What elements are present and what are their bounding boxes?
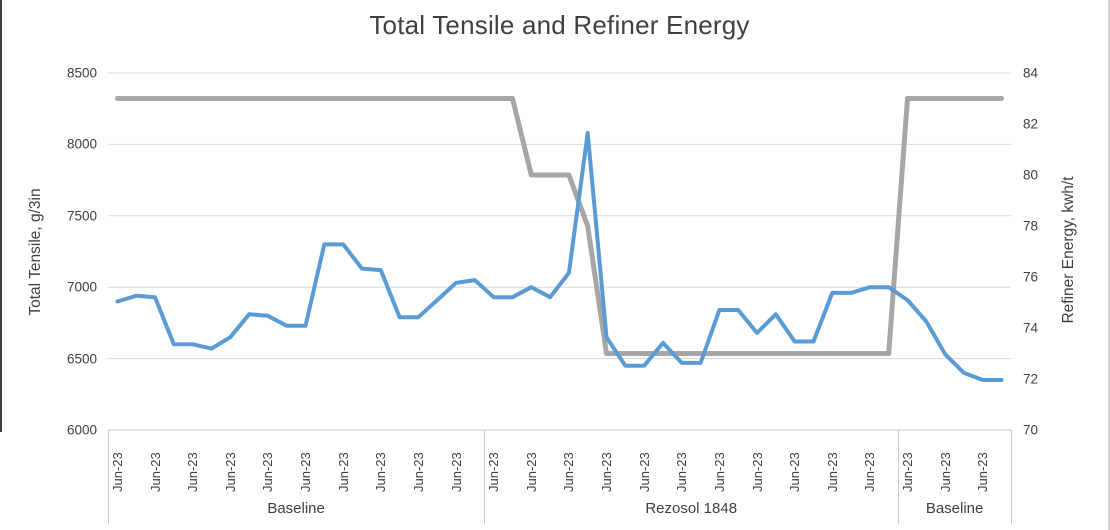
right-axis-tick-label: 80: [1023, 167, 1039, 183]
category-group-divider: [107, 430, 109, 524]
category-group-label: Rezosol 1848: [645, 500, 738, 517]
left-axis-tick-label: 7500: [66, 208, 97, 224]
x-axis-tick-label: Jun-23: [222, 452, 238, 492]
x-axis-tick-label: Jun-23: [335, 452, 351, 492]
x-axis-tick-label: Jun-23: [109, 452, 125, 492]
category-group-divider: [897, 430, 899, 524]
series-line-total-tensile: [115, 131, 1004, 382]
x-axis-tick-label: Jun-23: [373, 452, 389, 492]
x-axis-tick-label: Jun-23: [900, 452, 915, 492]
left-axis-tick-label: 8500: [66, 65, 97, 81]
left-axis-tick-label: 7000: [66, 279, 97, 295]
category-group-label: Baseline: [925, 500, 984, 517]
right-axis-tick-label: 72: [1023, 371, 1039, 387]
window-right-edge: [1108, 0, 1110, 530]
chart-title: Total Tensile and Refiner Energy: [369, 10, 750, 40]
x-axis-tick-label: Jun-23: [711, 452, 727, 492]
x-axis-tick-label: Jun-23: [749, 452, 765, 492]
x-axis-tick-label: Jun-23: [561, 452, 577, 492]
x-axis-tick-label: Jun-23: [448, 452, 464, 492]
category-group-divider: [483, 430, 485, 524]
category-group-divider: [1010, 430, 1012, 524]
category-group-label: Baseline: [267, 500, 325, 517]
x-axis-tick-label: Jun-23: [937, 452, 953, 492]
left-axis-tick-label: 6500: [66, 351, 97, 367]
x-axis-tick-label: Jun-23: [410, 452, 426, 492]
left-axis-title: Total Tensile, g/3in: [27, 188, 44, 316]
x-axis-tick-label: Jun-23: [260, 452, 276, 492]
x-axis-tick-label: Jun-23: [636, 452, 652, 492]
x-axis-tick-label: Jun-23: [787, 452, 803, 492]
right-axis-tick-label: 82: [1023, 116, 1039, 132]
left-axis-tick-label: 8000: [66, 136, 97, 152]
x-axis-tick-label: Jun-23: [185, 452, 201, 492]
right-axis-tick-label: 78: [1023, 218, 1039, 234]
right-axis-tick-label: 76: [1023, 269, 1039, 285]
x-axis-tick-label: Jun-23: [147, 452, 163, 492]
right-axis-tick-label: 70: [1023, 422, 1039, 438]
x-axis-tick-label: Jun-23: [674, 452, 690, 492]
window-left-edge: [0, 0, 2, 432]
x-axis-tick-label: Jun-23: [599, 452, 614, 492]
series-line-refiner-energy: [114, 96, 1005, 356]
right-axis-tick-label: 84: [1023, 65, 1039, 81]
x-axis-tick-label: Jun-23: [862, 452, 878, 492]
x-axis-tick-label: Jun-23: [824, 452, 840, 492]
x-axis-tick-label: Jun-23: [523, 452, 539, 492]
x-axis-tick-label: Jun-23: [486, 452, 502, 492]
x-axis-tick-label: Jun-23: [975, 452, 991, 492]
x-axis-tick-label: Jun-23: [298, 452, 313, 492]
right-axis-tick-label: 74: [1023, 320, 1039, 336]
right-axis-title: Refiner Energy, kwh/t: [1060, 176, 1077, 324]
left-axis-tick-label: 6000: [66, 422, 97, 438]
